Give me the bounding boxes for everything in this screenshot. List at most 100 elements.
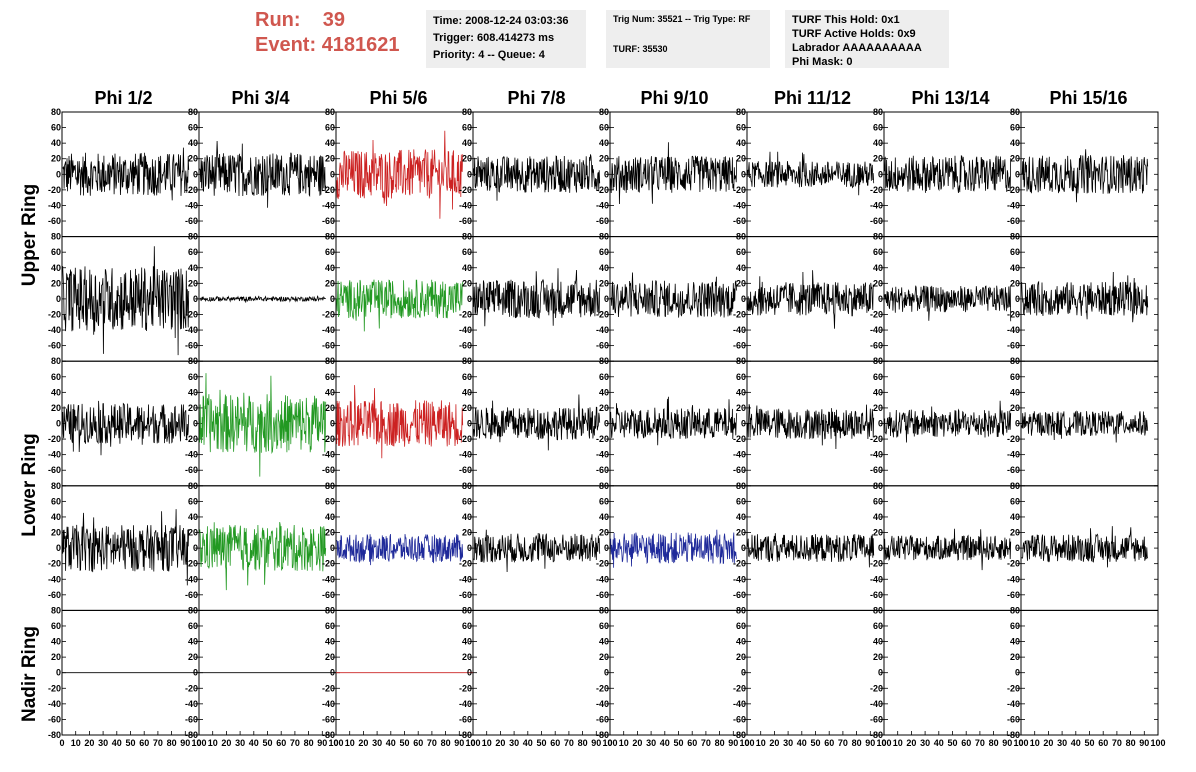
y-tick-label: 60 [599, 247, 609, 257]
x-tick-label: 0 [470, 738, 475, 748]
x-tick-label: 10 [1030, 738, 1040, 748]
x-tick-label: 100 [328, 738, 343, 748]
x-tick-label: 30 [509, 738, 519, 748]
y-tick-label: -20 [48, 683, 61, 693]
y-tick-label: 80 [188, 356, 198, 366]
waveform-trace [610, 396, 738, 446]
y-tick-label: 60 [1010, 496, 1020, 506]
y-tick-label: 40 [736, 138, 746, 148]
y-tick-label: -40 [733, 200, 746, 210]
waveform-trace [473, 268, 601, 327]
y-tick-label: 40 [736, 387, 746, 397]
waveform-trace [884, 400, 1012, 443]
x-tick-label: 40 [523, 738, 533, 748]
y-tick-label: -20 [596, 683, 609, 693]
column-header-phi-15-16: Phi 15/16 [1049, 88, 1128, 108]
panel-frame [746, 609, 885, 736]
y-tick-label: 80 [325, 107, 335, 117]
y-tick-label: 60 [188, 247, 198, 257]
y-tick-label: -60 [733, 341, 746, 351]
y-tick-label: -60 [185, 341, 198, 351]
y-tick-label: 40 [1010, 637, 1020, 647]
x-tick-label: 60 [1098, 738, 1108, 748]
y-tick-label: 60 [873, 372, 883, 382]
y-tick-label: 60 [736, 621, 746, 631]
y-tick-label: -60 [322, 465, 335, 475]
y-tick-label: -60 [459, 714, 472, 724]
column-header-phi-5-6: Phi 5/6 [369, 88, 428, 108]
y-tick-label: -60 [733, 590, 746, 600]
y-tick-label: 60 [51, 372, 61, 382]
y-tick-label: -20 [48, 309, 61, 319]
y-tick-label: -20 [322, 309, 335, 319]
y-tick-label: -20 [733, 434, 746, 444]
y-tick-label: 0 [1015, 294, 1020, 304]
y-tick-label: -40 [870, 450, 883, 460]
y-tick-label: 60 [599, 621, 609, 631]
x-tick-label: 30 [920, 738, 930, 748]
y-tick-label: 20 [188, 652, 198, 662]
x-tick-label: 50 [673, 738, 683, 748]
x-tick-label: 0 [607, 738, 612, 748]
y-tick-label: 80 [51, 605, 61, 615]
y-tick-label: -40 [1007, 450, 1020, 460]
x-tick-label: 30 [646, 738, 656, 748]
x-tick-label: 0 [59, 738, 64, 748]
y-tick-label: 80 [873, 605, 883, 615]
y-tick-label: 60 [1010, 123, 1020, 133]
x-tick-label: 40 [934, 738, 944, 748]
y-tick-label: -20 [596, 559, 609, 569]
y-tick-label: -40 [733, 450, 746, 460]
y-tick-label: 0 [1015, 419, 1020, 429]
x-tick-label: 60 [687, 738, 697, 748]
y-tick-label: 20 [599, 154, 609, 164]
y-tick-label: 80 [1010, 605, 1020, 615]
y-tick-label: 0 [330, 668, 335, 678]
x-tick-label: 30 [98, 738, 108, 748]
y-tick-label: 20 [599, 652, 609, 662]
waveform-trace [1021, 410, 1149, 443]
y-tick-label: 0 [330, 419, 335, 429]
y-tick-label: -40 [596, 574, 609, 584]
y-tick-label: 40 [462, 138, 472, 148]
y-tick-label: 80 [462, 481, 472, 491]
waveform-trace [62, 400, 190, 456]
y-tick-label: -60 [48, 590, 61, 600]
y-tick-label: 0 [330, 294, 335, 304]
panel-frame [472, 609, 611, 736]
waveform-trace [610, 272, 738, 318]
y-tick-label: 60 [873, 123, 883, 133]
y-tick-label: 0 [467, 543, 472, 553]
x-tick-label: 10 [756, 738, 766, 748]
x-tick-label: 50 [536, 738, 546, 748]
y-tick-label: -80 [1007, 730, 1020, 740]
x-tick-label: 40 [660, 738, 670, 748]
x-tick-label: 10 [893, 738, 903, 748]
y-tick-label: -40 [596, 699, 609, 709]
y-tick-label: -60 [596, 714, 609, 724]
y-tick-label: 20 [462, 154, 472, 164]
x-tick-label: 90 [317, 738, 327, 748]
y-tick-label: -20 [185, 434, 198, 444]
y-tick-label: 20 [873, 278, 883, 288]
x-tick-label: 60 [413, 738, 423, 748]
x-tick-label: 30 [1057, 738, 1067, 748]
y-tick-label: -80 [870, 730, 883, 740]
y-tick-label: -80 [185, 730, 198, 740]
y-tick-label: -20 [459, 185, 472, 195]
x-tick-label: 80 [715, 738, 725, 748]
y-tick-label: 40 [599, 387, 609, 397]
y-tick-label: 0 [330, 169, 335, 179]
y-tick-label: -40 [185, 200, 198, 210]
y-tick-label: 40 [599, 512, 609, 522]
y-tick-label: -40 [1007, 200, 1020, 210]
y-tick-label: -20 [870, 683, 883, 693]
y-tick-label: 60 [51, 123, 61, 133]
y-tick-label: -20 [322, 185, 335, 195]
y-tick-label: 60 [325, 496, 335, 506]
x-tick-label: 50 [125, 738, 135, 748]
column-header-phi-13-14: Phi 13/14 [911, 88, 990, 108]
y-tick-label: -60 [1007, 216, 1020, 226]
y-tick-label: 60 [462, 247, 472, 257]
